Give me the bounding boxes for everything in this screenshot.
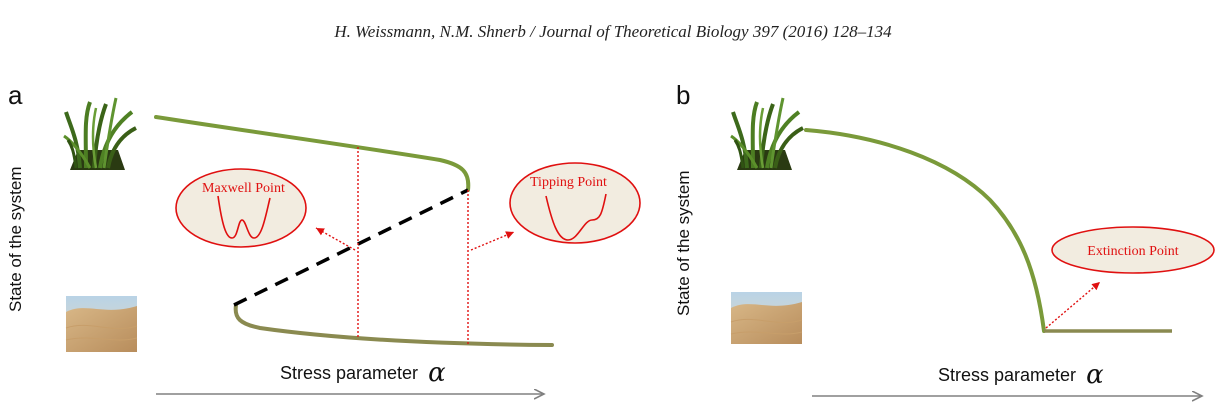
panel-a-vegetated-branch bbox=[154, 115, 471, 192]
panel-a-alpha-symbol: α bbox=[428, 358, 446, 388]
panel-b-xlabel-text: Stress parameter bbox=[938, 365, 1077, 385]
panel-b-extinction-arrow bbox=[1045, 281, 1101, 329]
tipping-point-label: Tipping Point bbox=[530, 175, 607, 190]
panel-b-vegetated-branch bbox=[804, 128, 1046, 333]
maxwell-point-callout: Maxwell Point bbox=[175, 168, 307, 248]
extinction-point-callout: Extinction Point bbox=[1051, 226, 1215, 274]
panel-a-tipping-arrow bbox=[470, 231, 515, 251]
tipping-single-well-icon bbox=[545, 193, 607, 241]
journal-header: H. Weissmann, N.M. Shnerb / Journal of T… bbox=[334, 22, 892, 41]
panel-b-grass-icon bbox=[730, 97, 804, 170]
panel-b-desert-icon bbox=[730, 292, 803, 344]
extinction-point-label: Extinction Point bbox=[1087, 244, 1179, 259]
panel-b-xlabel: Stress parameter α bbox=[938, 360, 1104, 390]
panel-a-grass-icon bbox=[63, 97, 137, 170]
maxwell-point-label: Maxwell Point bbox=[202, 181, 285, 196]
panel-a-xlabel-text: Stress parameter bbox=[280, 363, 419, 383]
panel-b-alpha-symbol: α bbox=[1086, 360, 1104, 390]
maxwell-double-well-icon bbox=[217, 195, 271, 239]
panel-a-unstable-branch bbox=[233, 188, 469, 307]
panel-a-maxwell-arrow bbox=[315, 227, 356, 251]
panel-b-letter: b bbox=[676, 80, 691, 110]
panel-a-desert-branch bbox=[233, 303, 554, 347]
panel-a-desert-icon bbox=[65, 296, 138, 352]
panel-a-xlabel: Stress parameter α bbox=[280, 358, 446, 388]
tipping-point-callout: Tipping Point bbox=[509, 162, 641, 244]
panel-a-letter: a bbox=[8, 80, 23, 110]
